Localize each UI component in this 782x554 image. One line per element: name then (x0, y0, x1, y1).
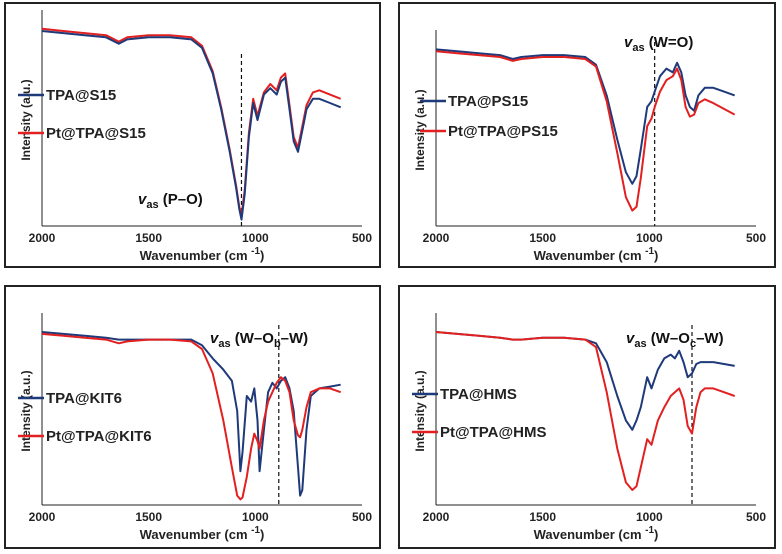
x-tick-label: 1000 (636, 510, 663, 524)
chart-panel-3: 2000 1500 1000 500 Wavenumber (cm -1) Intensi… (4, 285, 381, 549)
series-line-2 (435, 50, 736, 212)
series-line-1 (41, 331, 341, 497)
series-line-1 (435, 48, 736, 185)
legend-label-2: Pt@TPA@KIT6 (46, 428, 152, 445)
x-tick-label: 500 (352, 510, 372, 524)
chart-panel-1: 2000 1500 1000 500 Wavenumber (cm -1) Intensi… (4, 2, 381, 268)
y-axis-label: Intensity (a.u.) (19, 79, 33, 160)
x-axis-label: Wavenumber (cm -1) (140, 525, 265, 542)
series-line-2 (41, 27, 342, 217)
series-line-1 (41, 30, 342, 221)
chart-panel-4: 2000 1500 1000 500 Wavenumber (cm -1) Intensi… (398, 285, 776, 549)
x-tick-label: 500 (746, 510, 766, 524)
x-tick-label: 2000 (423, 510, 450, 524)
x-tick-label: 1500 (529, 231, 556, 245)
x-axis-label: Wavenumber (cm -1) (534, 246, 659, 263)
band-annotation: vas (W–Oc–W) (626, 330, 724, 350)
series-line-2 (41, 332, 342, 501)
band-annotation: vas (P–O) (138, 191, 203, 211)
legend-label-1: TPA@KIT6 (46, 390, 122, 407)
x-axis-label: Wavenumber (cm -1) (534, 525, 659, 542)
x-tick-label: 1500 (529, 510, 556, 524)
legend-label-2: Pt@TPA@S15 (46, 125, 146, 142)
legend-label-1: TPA@PS15 (448, 93, 528, 110)
legend-label-1: TPA@S15 (46, 87, 116, 104)
y-axis-label: Intensity (a.u.) (19, 370, 33, 451)
chart-svg-4: 2000 1500 1000 500 Wavenumber (cm -1) Intensi… (412, 313, 766, 542)
x-axis-label: Wavenumber (cm -1) (140, 246, 265, 263)
chart-svg-3: 2000 1500 1000 500 Wavenumber (cm -1) Intensi… (18, 313, 372, 542)
x-tick-label: 2000 (29, 510, 56, 524)
chart-svg-1: 2000 1500 1000 500 Wavenumber (cm -1) Intensi… (18, 10, 372, 263)
x-tick-label: 2000 (423, 231, 450, 245)
y-axis-label: Intensity (a.u.) (413, 370, 427, 451)
legend-label-2: Pt@TPA@PS15 (448, 123, 558, 140)
legend-label-1: TPA@HMS (440, 386, 517, 403)
legend-label-2: Pt@TPA@HMS (440, 424, 546, 441)
x-tick-label: 1500 (135, 510, 162, 524)
x-tick-label: 1000 (242, 231, 269, 245)
x-tick-label: 1000 (636, 231, 663, 245)
band-annotation: vas (W–Ob–W) (210, 330, 308, 350)
x-tick-label: 1000 (242, 510, 269, 524)
series-line-2 (435, 331, 736, 491)
chart-panel-2: 2000 1500 1000 500 Wavenumber (cm -1) Intensi… (398, 2, 776, 268)
x-tick-label: 1500 (135, 231, 162, 245)
x-tick-label: 500 (746, 231, 766, 245)
band-annotation: vas (W=O) (624, 34, 693, 54)
x-tick-label: 500 (352, 231, 372, 245)
x-tick-label: 2000 (29, 231, 56, 245)
